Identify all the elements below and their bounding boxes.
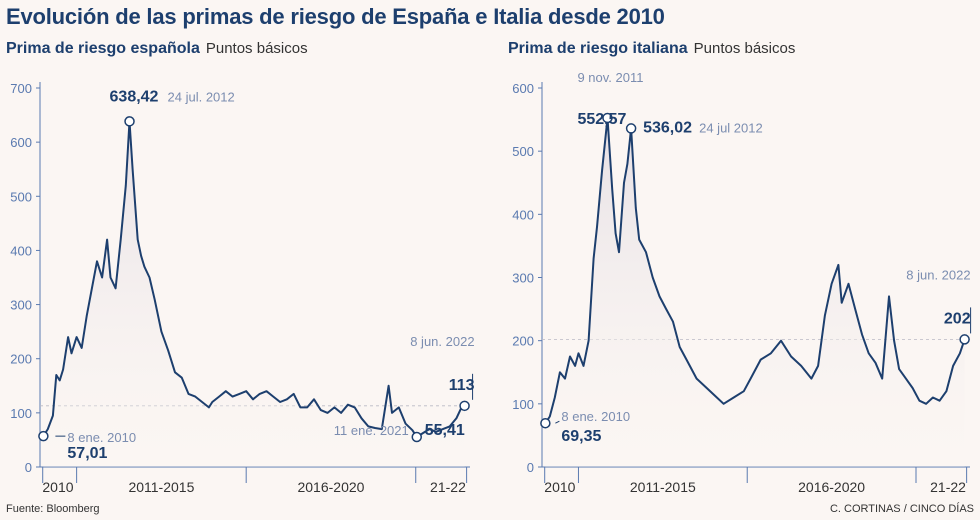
es-x-group-label: 2016-2020 (297, 479, 364, 495)
it-series-line (544, 117, 966, 424)
it-annotation-marker (540, 417, 551, 429)
es-annotation-date: 11 ene. 2021 (334, 423, 409, 438)
es-annotation-date: 24 jul. 2012 (168, 89, 235, 104)
it-annotation-value: 552,57 (577, 111, 626, 128)
spain-chart-unit: Puntos básicos (205, 40, 308, 57)
spain-chart-heading: Prima de riesgo española Puntos básicos (6, 40, 308, 58)
es-y-tick-label: 600 (10, 135, 32, 150)
italy-risk-premium-chart: 0 100 200 300 400 500 600 2010 2011-2015 2016-202… (512, 70, 972, 495)
italy-chart-unit: Puntos básicos (693, 40, 796, 57)
it-annotation-marker (602, 112, 613, 124)
it-annotation-value: 202 (944, 310, 971, 327)
es-annotation-value: 55,41 (425, 422, 465, 439)
it-y-tick-label: 300 (512, 271, 534, 286)
it-annotation-value: 69,35 (561, 428, 601, 445)
italy-chart-title: Prima de riesgo italiana (508, 40, 688, 57)
es-annotation-value: 57,01 (67, 445, 107, 462)
es-x-group-label: 21-22 (430, 479, 466, 495)
it-y-tick-label: 200 (512, 334, 534, 349)
it-x-group-label: 2011-2015 (630, 479, 696, 495)
it-x-group-label: 21-22 (930, 479, 966, 495)
it-y-tick-label: 600 (512, 81, 534, 96)
es-y-tick-label: 400 (10, 243, 32, 258)
it-annotation-value: 536,02 (643, 119, 692, 136)
it-y-tick-label: 500 (512, 144, 534, 159)
es-annotation-value: 113 (449, 377, 475, 394)
it-annotation-leader (555, 420, 560, 424)
spain-risk-premium-chart: 0 100 200 300 400 500 600 700 2010 2011-2015 2016-… (10, 81, 475, 495)
it-x-group-label: 2010 (544, 479, 575, 495)
es-y-tick-label: 100 (10, 406, 32, 421)
it-annotation-marker (959, 334, 970, 345)
es-y-tick-label: 700 (10, 81, 32, 96)
es-y-tick-label: 500 (10, 189, 32, 204)
italy-chart-heading: Prima de riesgo italiana Puntos básicos (508, 40, 795, 58)
es-y-tick-label: 200 (10, 352, 32, 367)
es-annotation-value: 638,42 (110, 88, 159, 105)
source-note: Fuente: Bloomberg (6, 503, 100, 515)
page-title: Evolución de las primas de riesgo de Esp… (6, 4, 665, 29)
es-y-tick-label: 300 (10, 298, 32, 313)
es-x-group-label: 2010 (42, 479, 73, 495)
it-annotation-date: 8 jun. 2022 (906, 267, 970, 282)
es-x-group-label: 2011-2015 (128, 479, 194, 495)
spain-chart-title: Prima de riesgo española (6, 40, 200, 57)
it-annotation-date: 8 ene. 2010 (561, 409, 630, 424)
it-x-group-label: 2016-2020 (798, 479, 865, 495)
it-y-tick-label: 400 (512, 207, 534, 222)
it-annotation-date: 9 nov. 2011 (577, 70, 643, 85)
es-series-line (42, 120, 466, 438)
it-y-tick-label: 0 (527, 460, 534, 475)
it-annotation-date: 24 jul 2012 (699, 120, 763, 135)
es-annotation-marker (38, 430, 49, 442)
es-annotation-date: 8 ene. 2010 (67, 430, 136, 445)
it-y-tick-label: 100 (512, 397, 534, 412)
es-annotation-marker (411, 431, 423, 443)
credit-note: C. CORTINAS / CINCO DÍAS (829, 503, 974, 515)
it-annotation-marker (625, 123, 637, 134)
es-y-tick-label: 0 (25, 460, 32, 475)
es-annotation-marker (459, 400, 470, 412)
es-annotation-marker (124, 116, 135, 127)
es-annotation-date: 8 jun. 2022 (410, 334, 474, 349)
it-series-area (545, 118, 965, 467)
es-series-area (43, 121, 465, 468)
